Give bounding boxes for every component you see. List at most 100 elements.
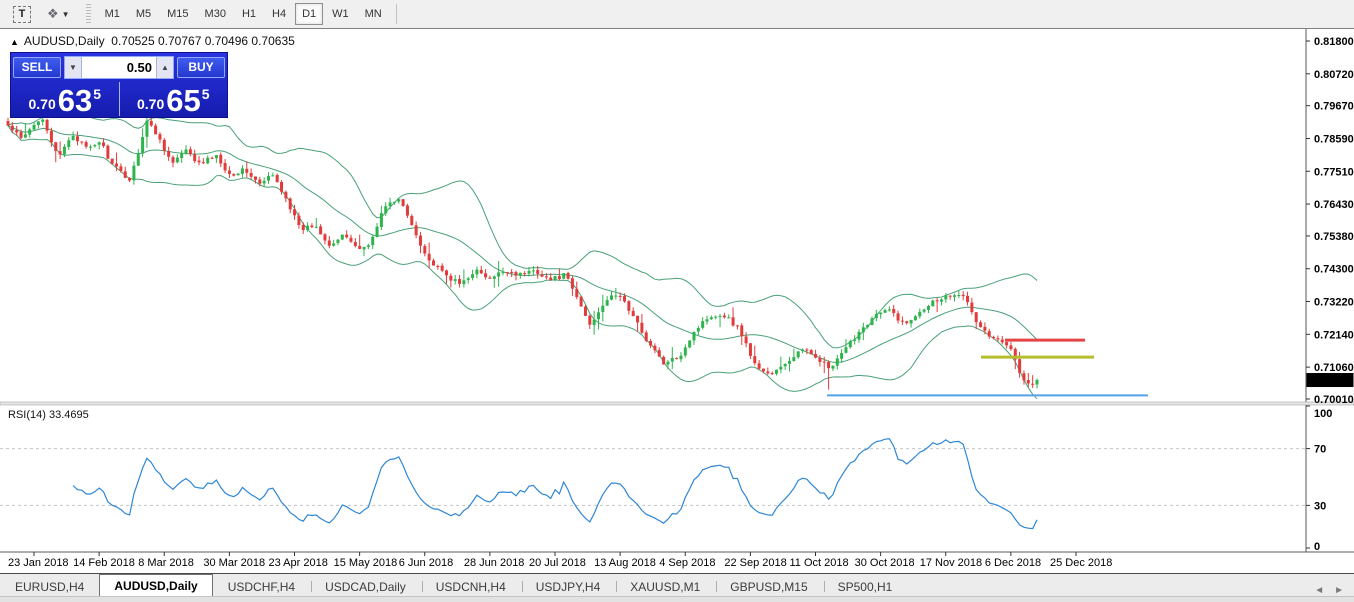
candle-body xyxy=(583,306,587,316)
candle-body xyxy=(892,308,896,313)
panel-splitter[interactable] xyxy=(0,401,1354,406)
candle-body xyxy=(440,265,444,271)
candle-body xyxy=(926,305,930,310)
candle-body xyxy=(245,168,249,173)
candle-body xyxy=(701,321,705,328)
candle-body xyxy=(610,295,614,300)
toolbar-gripper[interactable] xyxy=(85,4,91,24)
candle-body xyxy=(753,356,757,364)
candle-body xyxy=(727,317,731,319)
candle-body xyxy=(184,149,188,154)
date-axis-label: 30 Mar 2018 xyxy=(203,557,265,569)
candle-body xyxy=(1009,345,1013,350)
candle-body xyxy=(240,168,244,174)
chart-tab-xauusd-m1[interactable]: XAUUSD,M1 xyxy=(615,576,715,596)
tab-scroll-right-icon[interactable]: ► xyxy=(1334,585,1344,596)
timeframe-h4[interactable]: H4 xyxy=(265,3,293,25)
buy-price[interactable]: 0.70 65 5 xyxy=(120,80,228,118)
candle-body xyxy=(618,295,622,297)
price-chart[interactable]: 0.81800 0.80720 0.79670 0.78590 0.77510 0.764… xyxy=(0,29,1354,573)
buy-price-sup: 5 xyxy=(201,86,210,102)
candle-body xyxy=(887,309,891,311)
candle-body xyxy=(900,320,904,322)
chart-tab-usdcad-daily[interactable]: USDCAD,Daily xyxy=(310,576,421,596)
candle-body xyxy=(801,349,805,351)
candle-body xyxy=(1000,339,1004,343)
candle-body xyxy=(45,119,49,131)
date-axis-label: 13 Aug 2018 xyxy=(594,557,656,569)
candle-body xyxy=(722,315,726,318)
candle-body xyxy=(388,202,392,206)
volume-input[interactable] xyxy=(82,56,156,78)
volume-increase-button[interactable]: ▲ xyxy=(156,56,173,78)
bollinger-middle-band xyxy=(7,125,1038,363)
timeframe-mn[interactable]: MN xyxy=(358,3,389,25)
text-label-tool-button[interactable]: T xyxy=(6,3,38,25)
candle-body xyxy=(201,162,205,164)
timeframe-m30[interactable]: M30 xyxy=(198,3,233,25)
timeframe-d1[interactable]: D1 xyxy=(295,3,324,25)
candle-body xyxy=(471,274,475,278)
timeframe-m5[interactable]: M5 xyxy=(129,3,158,25)
candle-body xyxy=(453,279,457,281)
collapse-one-click-icon[interactable]: ▲ xyxy=(10,37,19,47)
bollinger-bands xyxy=(7,112,1038,400)
buy-price-big: 65 xyxy=(166,83,201,118)
sell-button[interactable]: SELL xyxy=(13,56,61,78)
chart-tab-audusd-daily[interactable]: AUDUSD,Daily xyxy=(99,574,213,596)
timeframe-h1[interactable]: H1 xyxy=(235,3,263,25)
date-axis-label: 6 Dec 2018 xyxy=(985,557,1041,569)
candle-body xyxy=(644,332,648,341)
candle-body xyxy=(67,140,71,147)
chart-tab-gbpusd-m15[interactable]: GBPUSD,M15 xyxy=(715,576,822,596)
candle-body xyxy=(627,301,631,311)
candle-body xyxy=(449,275,453,281)
candle-body xyxy=(436,266,440,268)
candle-body xyxy=(384,206,388,214)
candle-body xyxy=(410,215,414,225)
candle-body xyxy=(62,146,66,155)
chart-tab-eurusd-h4[interactable]: EURUSD,H4 xyxy=(15,579,85,594)
arrows-tool-button[interactable]: ❖ ▼ xyxy=(40,3,77,25)
chart-title-symbol: AUDUSD,Daily xyxy=(23,34,105,48)
candle-body xyxy=(193,154,197,162)
candle-body xyxy=(939,299,943,302)
timeframe-m15[interactable]: M15 xyxy=(160,3,195,25)
candle-body xyxy=(128,178,132,181)
candle-body xyxy=(466,278,470,280)
chart-tab-usdcnh-h4[interactable]: USDCNH,H4 xyxy=(421,576,521,596)
candle-body xyxy=(119,166,123,171)
volume-decrease-button[interactable]: ▼ xyxy=(65,56,82,78)
price-axis-label: 0.72140 xyxy=(1314,329,1354,341)
chart-background xyxy=(0,29,1354,573)
candle-body xyxy=(58,151,62,155)
arrows-icon: ❖ xyxy=(47,6,59,21)
candle-body xyxy=(709,317,713,320)
chart-tab-usdchf-h4[interactable]: USDCHF,H4 xyxy=(227,579,296,594)
candle-body xyxy=(219,154,223,164)
candle-body xyxy=(175,157,179,163)
date-axis-label: 30 Oct 2018 xyxy=(855,557,915,569)
candle-body xyxy=(527,270,531,274)
text-tool-icon: T xyxy=(13,5,31,23)
candle-body xyxy=(275,175,279,183)
date-axis: 23 Jan 2018 14 Feb 2018 8 Mar 2018 30 Mar 2… xyxy=(8,552,1112,569)
timeframe-buttons: M1 M5 M15 M30 H1 H4 D1 W1 MN xyxy=(97,3,390,25)
candle-body xyxy=(840,352,844,359)
timeframe-m1[interactable]: M1 xyxy=(98,3,127,25)
candle-body xyxy=(336,239,340,243)
sell-price[interactable]: 0.70 63 5 xyxy=(11,80,119,118)
chart-tab-usdjpy-h4[interactable]: USDJPY,H4 xyxy=(521,576,615,596)
tab-scroll-left-icon[interactable]: ◄ xyxy=(1314,585,1325,596)
candle-body xyxy=(731,317,735,326)
timeframe-w1[interactable]: W1 xyxy=(325,3,356,25)
sell-price-sup: 5 xyxy=(93,86,102,102)
one-click-trading-widget: SELL ▼ ▲ BUY 0.70 63 5 0.70 65 5 xyxy=(10,52,228,118)
candle-body xyxy=(158,134,162,140)
candle-body xyxy=(314,226,318,228)
chart-tab-sp500-h1[interactable]: SP500,H1 xyxy=(823,576,908,596)
buy-button[interactable]: BUY xyxy=(177,56,225,78)
candle-body xyxy=(570,278,574,289)
candle-body xyxy=(857,331,861,340)
candle-body xyxy=(740,325,744,337)
